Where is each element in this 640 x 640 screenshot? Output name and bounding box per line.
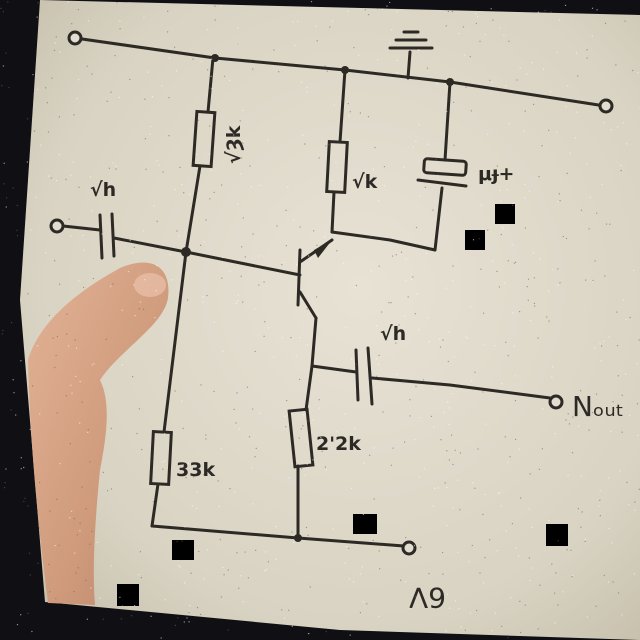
resistor-top-left — [191, 109, 217, 169]
finger — [28, 262, 169, 605]
label-supply: 6V — [409, 581, 446, 614]
capacitor-bypass — [422, 157, 468, 177]
resistor-emitter — [287, 407, 315, 469]
label-v-out: Nₒᵤₜ — [572, 390, 624, 423]
transistor — [296, 238, 334, 320]
resistor-bottom-left — [149, 429, 173, 487]
occlusion-marks — [117, 204, 568, 606]
label-c-bypass: μɟ+ — [478, 163, 514, 185]
output-terminal-top — [598, 98, 614, 114]
label-r-bottom-left: 33k — [176, 459, 215, 481]
output-terminal — [548, 394, 564, 410]
supply-terminal — [401, 540, 417, 556]
label-c-output: √h — [380, 323, 406, 345]
resistor-collector — [325, 139, 349, 195]
label-r-collector: √k — [352, 171, 378, 193]
paper-sheet — [20, 0, 640, 640]
label-c-input: √h — [90, 179, 116, 201]
input-terminal — [49, 218, 65, 234]
circuit-schematic: √Ȝk √k μɟ+ √h √h — [49, 30, 624, 614]
input-terminal-top — [67, 30, 83, 46]
label-r-emitter: 2'2k — [316, 433, 361, 455]
ground-symbol — [388, 30, 434, 80]
